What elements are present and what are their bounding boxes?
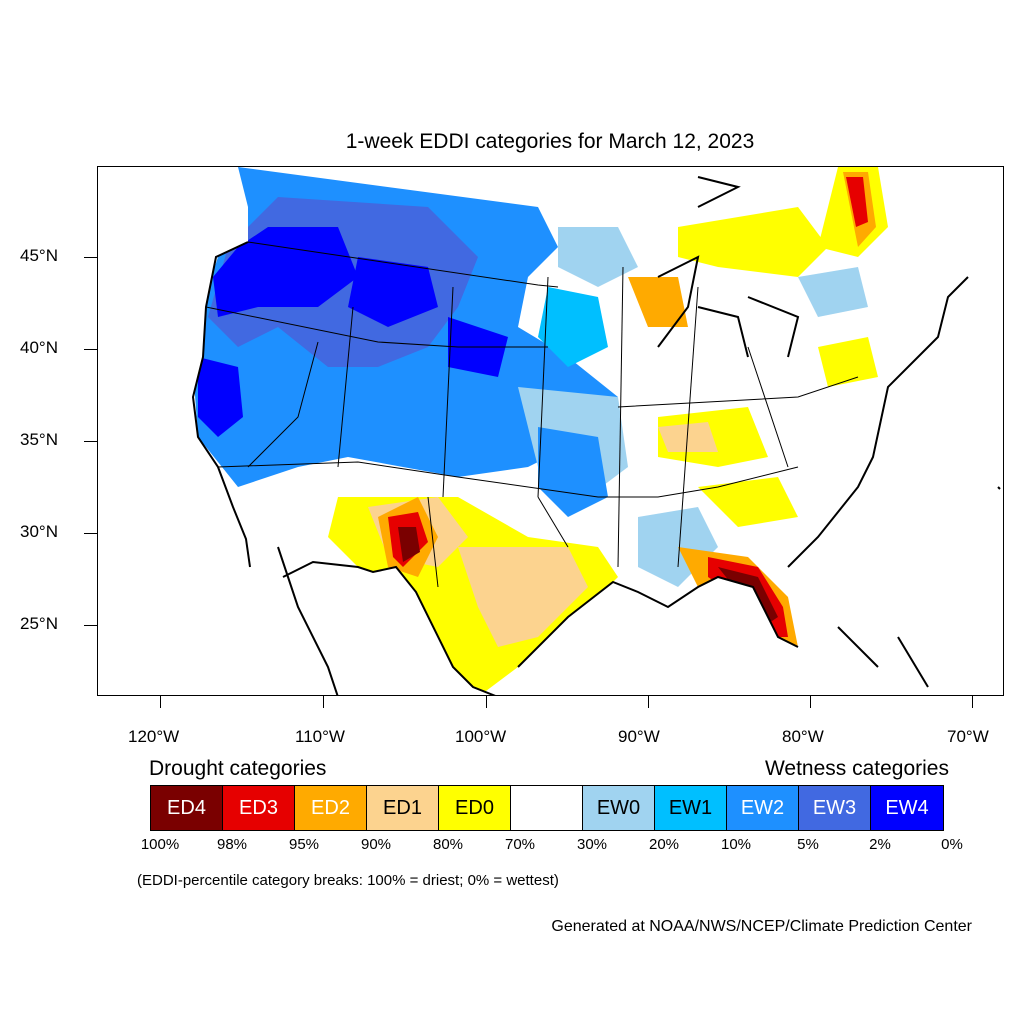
legend-percent-label: 98%: [216, 836, 248, 853]
legend-box-ed3: ED3: [223, 786, 295, 830]
legend-box-ew4: EW4: [871, 786, 943, 830]
lon-label-110: 110°W: [295, 727, 345, 746]
lat-label-30: 30°N: [20, 522, 58, 541]
lon-tick: [160, 696, 161, 708]
legend-box-normal: [511, 786, 583, 830]
lon-label-100: 100°W: [455, 727, 507, 746]
legend-percent-label: 90%: [360, 836, 392, 853]
lat-tick: [84, 533, 97, 534]
legend-box-ed0: ED0: [439, 786, 511, 830]
legend-percent-label: 70%: [504, 836, 536, 853]
legend-box-ed1: ED1: [367, 786, 439, 830]
legend-box-ew2: EW2: [727, 786, 799, 830]
legend-percent-label: 80%: [432, 836, 464, 853]
legend-box-ew0: EW0: [583, 786, 655, 830]
legend-percent-label: 0%: [941, 836, 963, 853]
legend-box-ed2: ED2: [295, 786, 367, 830]
credit-line: Generated at NOAA/NWS/NCEP/Climate Predi…: [551, 918, 972, 935]
legend-box-ew3: EW3: [799, 786, 871, 830]
lon-label-120: 120°W: [128, 727, 180, 746]
lon-tick: [972, 696, 973, 708]
legend-percent-label: 2%: [869, 836, 891, 853]
category-breaks-note: (EDDI-percentile category breaks: 100% =…: [137, 872, 559, 889]
lat-tick: [84, 349, 97, 350]
legend-box-ew1: EW1: [655, 786, 727, 830]
lon-label-80: 80°W: [782, 727, 824, 746]
lat-tick: [84, 625, 97, 626]
lat-label-45: 45°N: [20, 246, 58, 265]
drought-categories-title: Drought categories: [149, 757, 327, 780]
lon-tick: [323, 696, 324, 708]
map-frame: [97, 166, 1004, 696]
legend-bar: ED4 ED3 ED2 ED1 ED0 EW0 EW1 EW2 EW3 EW4: [150, 785, 944, 831]
legend-percent-label: 5%: [797, 836, 819, 853]
legend-percent-label: 10%: [720, 836, 752, 853]
legend-percent-label: 100%: [140, 836, 180, 853]
lat-tick: [84, 441, 97, 442]
lon-tick: [648, 696, 649, 708]
wetness-categories-title: Wetness categories: [764, 757, 949, 780]
lon-tick: [810, 696, 811, 708]
legend-percent-label: 20%: [648, 836, 680, 853]
lon-tick: [486, 696, 487, 708]
map-title: 1-week EDDI categories for March 12, 202…: [345, 130, 755, 153]
lat-label-25: 25°N: [20, 614, 58, 633]
lat-label-35: 35°N: [20, 430, 58, 449]
eddi-map: [191, 167, 1001, 695]
legend-percent-label: 30%: [576, 836, 608, 853]
lat-tick: [84, 257, 97, 258]
lon-label-70: 70°W: [947, 727, 989, 746]
lon-label-90: 90°W: [618, 727, 660, 746]
legend-box-ed4: ED4: [151, 786, 223, 830]
lat-label-40: 40°N: [20, 338, 58, 357]
legend-percent-label: 95%: [288, 836, 320, 853]
